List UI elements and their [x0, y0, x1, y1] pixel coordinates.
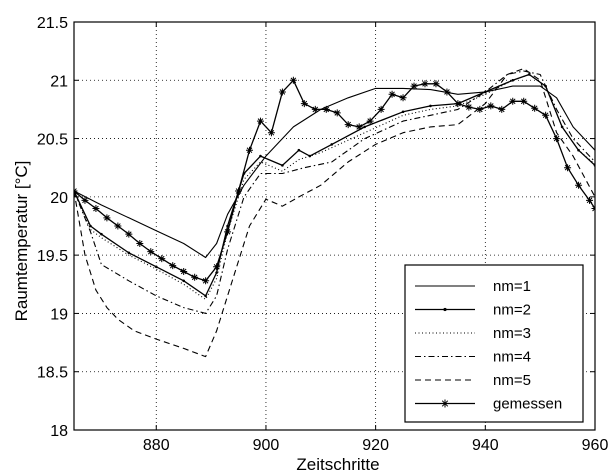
measured-point [498, 105, 506, 113]
measured-point [564, 164, 572, 172]
series-2-point [297, 148, 301, 152]
measured-point [235, 187, 243, 195]
x-tick-label: 880 [143, 437, 170, 454]
measured-point [278, 88, 286, 96]
measured-point [487, 102, 495, 110]
y-tick-label: 19 [50, 306, 68, 323]
measured-point [256, 117, 264, 125]
series-line-3 [74, 73, 595, 300]
measured-point [147, 248, 155, 256]
measured-point [114, 222, 122, 230]
series-2-point [182, 279, 185, 283]
measured-point [81, 196, 89, 204]
x-tick-label: 900 [253, 437, 280, 454]
legend-label-3: nm=3 [493, 325, 531, 342]
measured-point [575, 181, 583, 189]
measured-point [300, 100, 308, 108]
measured-point [465, 103, 473, 111]
series-2-point [429, 104, 432, 108]
legend-label-6: gemessen [493, 396, 562, 413]
measured-point [553, 135, 561, 143]
series-2-point [511, 78, 515, 82]
measured-point [399, 94, 407, 102]
measured-point [410, 82, 418, 90]
measured-point [586, 196, 594, 204]
measured-point [158, 255, 166, 263]
series-line-5 [74, 68, 595, 358]
plot-area: 880 900 920 940 960 18 18.5 19 19.5 20 20.5 21 21.5 n… [37, 15, 609, 454]
measured-point [322, 105, 330, 113]
measured-point [443, 88, 451, 96]
measured-point [169, 262, 177, 270]
measured-point [366, 117, 374, 125]
measured-point [289, 76, 297, 84]
measured-point [355, 123, 363, 131]
x-tick-label: 920 [362, 437, 389, 454]
series-2-point [330, 143, 334, 146]
measured-point [311, 105, 319, 113]
series-2-point [127, 251, 131, 255]
measured-point [520, 97, 528, 105]
series-2-point [363, 125, 366, 129]
series-group [74, 68, 595, 358]
measured-point [421, 80, 429, 88]
measured-point [224, 228, 232, 236]
measured-point [509, 97, 517, 105]
series-2-point [204, 294, 207, 298]
measured-point [103, 214, 111, 222]
legend-marker-star [441, 399, 449, 408]
measured-point [92, 205, 100, 213]
series-2-point [215, 271, 218, 274]
measured-point [125, 230, 133, 238]
legend-label-2: nm=2 [493, 302, 531, 319]
series-2-point [527, 73, 531, 76]
measured-point [213, 263, 221, 271]
y-tick-label: 20.5 [37, 132, 68, 149]
measured-point [191, 273, 199, 281]
measured-point [333, 109, 341, 117]
series-2-point [154, 265, 158, 269]
y-tick-label: 21.5 [37, 15, 68, 32]
legend-label-4: nm=4 [493, 349, 531, 366]
measured-point [476, 105, 484, 113]
measured-point [388, 90, 396, 98]
legend-label-5: nm=5 [493, 372, 531, 389]
y-tick-label: 20 [50, 190, 68, 207]
y-tick-label: 18.5 [37, 365, 68, 382]
series-2-point [259, 154, 262, 158]
plot-frame [73, 21, 596, 431]
series-2-point [226, 224, 229, 228]
measured-point [531, 104, 539, 112]
measured-point [136, 239, 144, 247]
measured-point [542, 111, 550, 119]
measured-point [202, 277, 210, 285]
series-2-point [401, 110, 405, 114]
series-line-4 [74, 70, 595, 314]
series-line-2 [74, 73, 595, 297]
y-tick-label: 21 [50, 73, 68, 90]
legend-label-1: nm=1 [493, 278, 531, 295]
x-tick-label: 960 [582, 437, 609, 454]
measured-point [377, 105, 385, 113]
legend-box [404, 264, 584, 423]
x-axis-label: Zeitschritte [296, 455, 379, 473]
measured-point [180, 267, 188, 275]
measured-point [344, 121, 352, 129]
measured-point [267, 129, 275, 137]
legend-marker-dot [443, 307, 447, 312]
measured-point [245, 146, 253, 154]
measured-point [432, 80, 440, 88]
measured-point [454, 100, 462, 108]
y-tick-label: 19.5 [37, 248, 68, 265]
series-2-point [281, 164, 284, 167]
series-2-point [100, 232, 103, 236]
legend: nm=1 nm=2 nm=3 nm=4 nm=5 gemessen [404, 264, 584, 423]
y-tick-label: 18 [50, 423, 68, 440]
y-axis-label: Raumtemperatur [°C] [12, 161, 31, 322]
x-tick-label: 940 [472, 437, 499, 454]
